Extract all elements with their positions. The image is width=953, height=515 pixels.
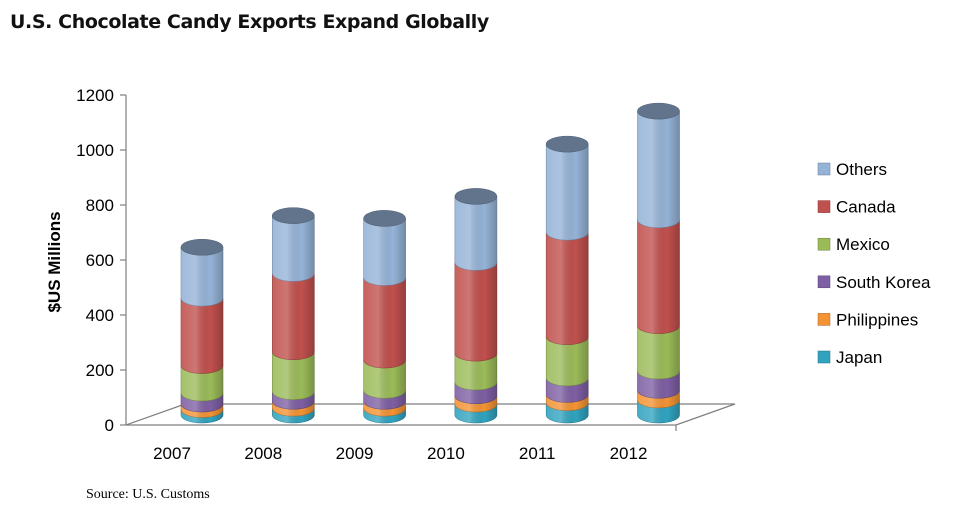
bar-shading xyxy=(272,401,315,417)
bar-top-cap-2012 xyxy=(637,102,680,120)
bar-shading xyxy=(454,196,497,271)
bar-top-cap-2008 xyxy=(271,207,315,224)
bar-stack-2008 xyxy=(271,207,315,424)
y-tick-label: 0 xyxy=(105,416,114,435)
source-note: Source: U.S. Customs xyxy=(86,487,210,502)
chart-floor xyxy=(125,403,736,431)
bar-shading xyxy=(363,277,406,368)
chart-title: U.S. Chocolate Candy Exports Expand Glob… xyxy=(10,11,489,33)
legend-item-others: Others xyxy=(817,160,887,179)
legend-swatch xyxy=(817,350,831,364)
bar-shading xyxy=(272,215,315,282)
floor-plane xyxy=(125,403,736,426)
bar-shading xyxy=(272,391,315,410)
y-axis: 0 200 400 600 800 1000 1200 xyxy=(76,86,127,435)
bar-top-cap-2010 xyxy=(454,188,498,205)
bar-shading xyxy=(363,408,406,423)
bar-shading xyxy=(637,219,680,334)
bar-shading xyxy=(363,218,406,286)
legend-label: Philippines xyxy=(836,310,918,329)
bar-shading xyxy=(454,382,497,404)
x-axis-labels: 2007 2008 2009 2010 2011 2012 xyxy=(153,444,647,463)
bar-shading xyxy=(272,351,315,400)
bar-shading xyxy=(454,353,497,390)
bar-stack-2011 xyxy=(545,135,589,424)
bar-shading xyxy=(272,408,315,423)
legend-label: Others xyxy=(836,160,887,179)
bar-shading xyxy=(363,390,406,410)
y-tick-label: 1200 xyxy=(76,86,114,105)
bar-shading xyxy=(637,111,680,228)
bar-stack-2012 xyxy=(637,102,680,424)
x-tick-label: 2009 xyxy=(336,444,374,463)
bar-shading xyxy=(637,371,680,399)
bar-shading xyxy=(363,401,406,417)
y-tick-label: 400 xyxy=(86,306,114,325)
y-tick-label: 800 xyxy=(86,196,114,215)
bar-shading xyxy=(454,404,497,423)
legend-swatch xyxy=(817,162,831,176)
bar-shading xyxy=(181,404,223,418)
bar-shading xyxy=(546,232,589,345)
y-tick-label: 200 xyxy=(86,361,114,380)
bar-shading xyxy=(181,409,223,423)
y-axis-title: $US Millions xyxy=(45,211,64,312)
bars xyxy=(180,102,680,424)
y-tick-label: 600 xyxy=(86,251,114,270)
legend-item-japan: Japan xyxy=(817,348,882,367)
bar-shading xyxy=(181,247,223,307)
bar-shading xyxy=(637,390,680,408)
bar-top-cap-2011 xyxy=(545,135,589,153)
bar-shading xyxy=(637,325,680,379)
legend-item-mexico: Mexico xyxy=(817,235,890,254)
x-tick-label: 2007 xyxy=(153,444,191,463)
bar-stack-2007 xyxy=(180,238,224,424)
bar-shading xyxy=(546,336,589,386)
x-tick-label: 2012 xyxy=(610,444,648,463)
bar-shading xyxy=(546,377,589,403)
legend-item-south-korea: South Korea xyxy=(817,273,931,292)
bar-shading xyxy=(454,262,497,362)
legend-swatch xyxy=(817,313,831,326)
x-tick-label: 2008 xyxy=(244,444,282,463)
bar-shading xyxy=(546,402,589,423)
y-tick-label: 1000 xyxy=(76,141,114,160)
legend-swatch xyxy=(817,237,831,251)
legend-item-philippines: Philippines xyxy=(817,310,918,329)
bar-shading xyxy=(181,393,223,412)
legend-label: South Korea xyxy=(836,273,931,292)
legend-label: Canada xyxy=(836,198,896,217)
bar-top-cap-2009 xyxy=(363,210,406,227)
bar-shading xyxy=(637,399,680,423)
bar-top-cap-2007 xyxy=(180,238,224,256)
legend-swatch xyxy=(817,200,831,213)
bar-shading xyxy=(546,144,589,241)
x-tick-label: 2011 xyxy=(519,444,556,463)
bar-shading xyxy=(181,365,223,401)
legend-swatch xyxy=(817,275,831,289)
x-tick-label: 2010 xyxy=(427,444,465,463)
bar-shading xyxy=(272,273,315,360)
legend-label: Mexico xyxy=(836,235,890,254)
bar-stack-2010 xyxy=(454,188,498,424)
legend-label: Japan xyxy=(836,348,882,367)
bar-stack-2009 xyxy=(363,210,406,424)
bar-shading xyxy=(363,360,406,399)
bar-shading xyxy=(181,298,223,374)
legend-item-canada: Canada xyxy=(817,198,896,217)
legend: Others Canada Mexico South Korea Philippines… xyxy=(817,160,931,367)
